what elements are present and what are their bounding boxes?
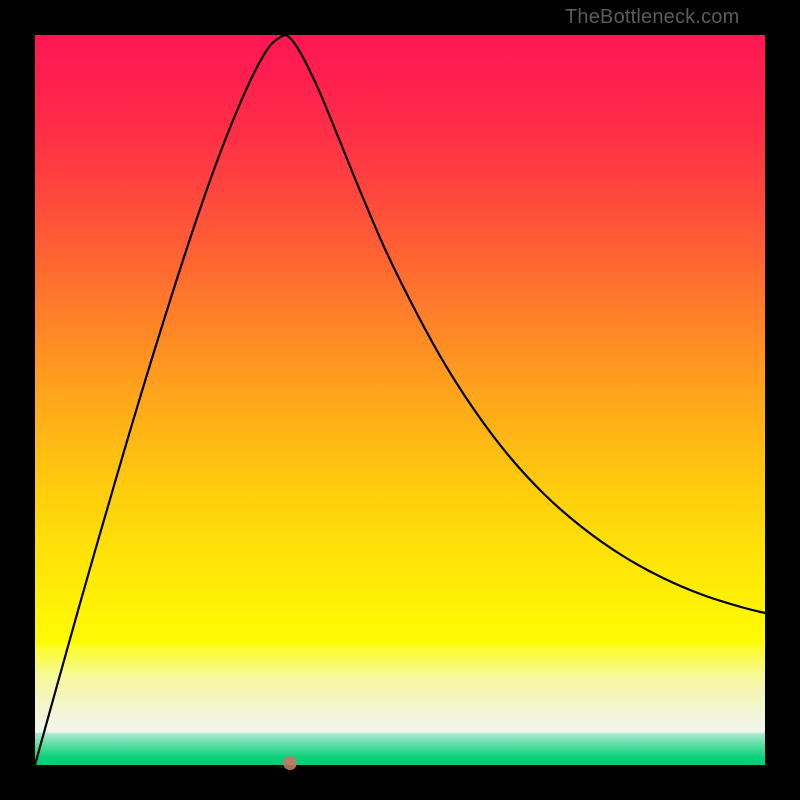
chart-stage: TheBottleneck.com	[0, 0, 800, 800]
bottleneck-curve	[35, 35, 765, 765]
watermark-text: TheBottleneck.com	[565, 6, 739, 29]
plot-area	[35, 35, 765, 765]
optimum-marker	[283, 756, 297, 770]
